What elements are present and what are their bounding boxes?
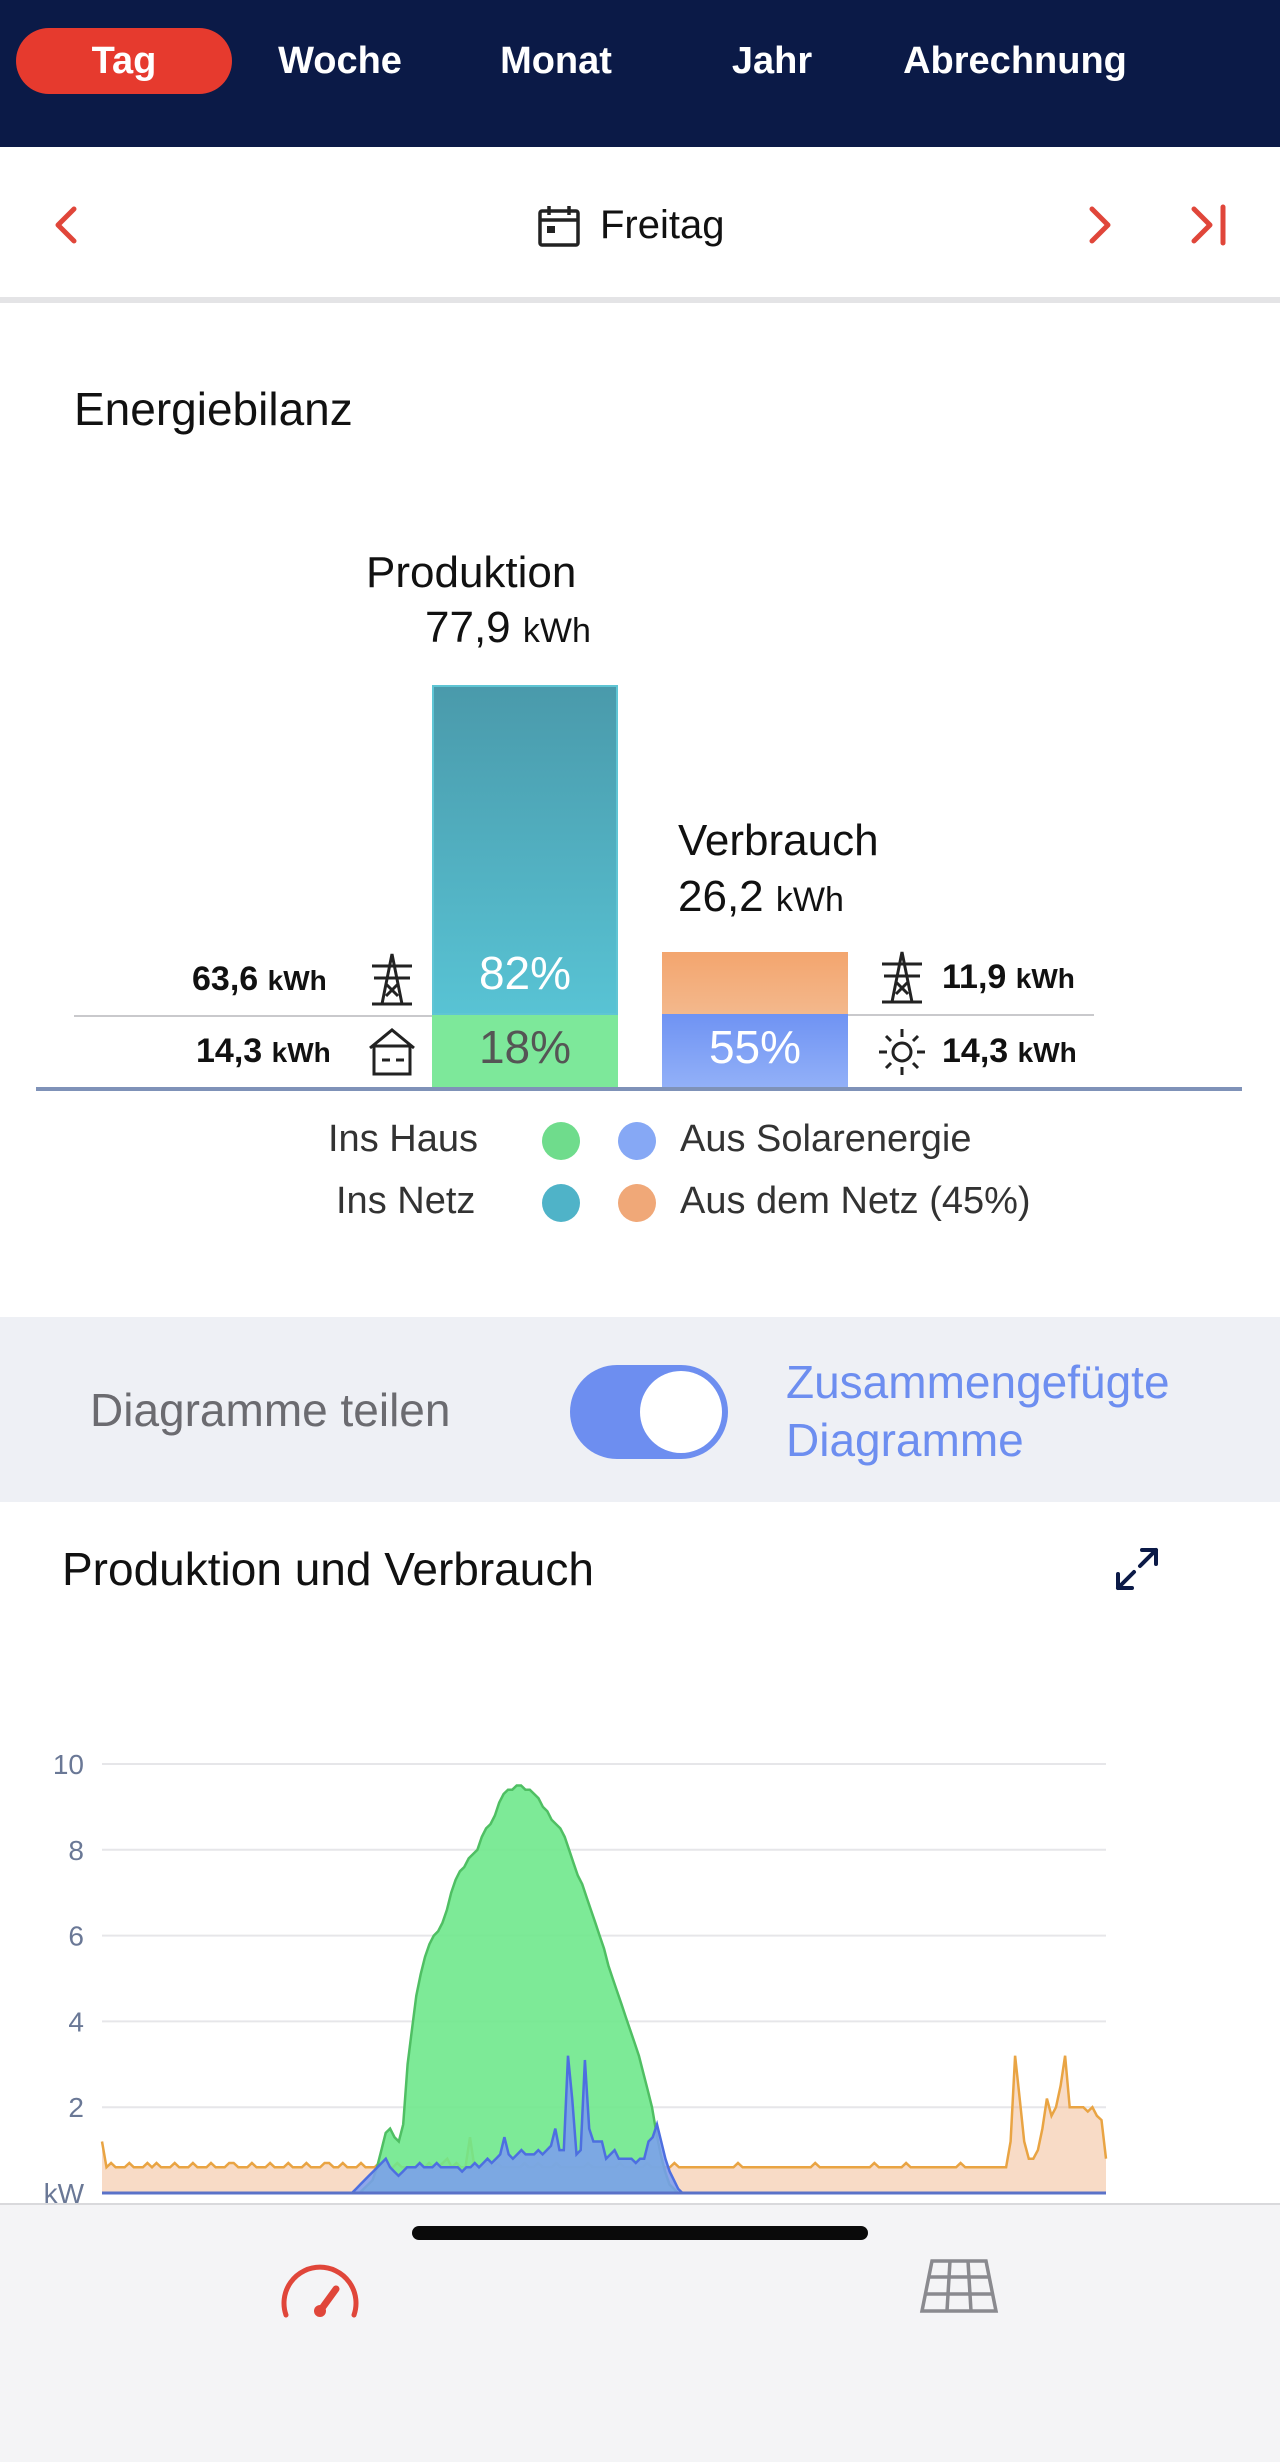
top-tab-bar: Tag Woche Monat Jahr Abrechnung (0, 0, 1280, 147)
toggle-right-label-line1: Zusammengefügte (786, 1353, 1170, 1411)
production-consumption-chart: 10 8 6 4 2 kW (0, 1660, 1280, 2205)
y-tick-label: 4 (68, 2006, 84, 2037)
production-label: Produktion (366, 548, 576, 598)
production-grid-percent: 82% (432, 946, 618, 1000)
y-tick-label: 10 (53, 1749, 84, 1780)
chart-mode-toggle[interactable] (570, 1365, 728, 1459)
chart-mode-toggle-band: Diagramme teilen Zusammengefügte Diagram… (0, 1317, 1280, 1502)
consumption-solar-percent: 55% (662, 1020, 848, 1074)
tab-tag[interactable]: Tag (16, 28, 232, 94)
legend-dot-ins-netz (542, 1184, 580, 1222)
legend-aus-netz: Aus dem Netz (45%) (680, 1180, 1031, 1223)
consumption-grid-value: 11,9 kWh (942, 958, 1075, 997)
legend-dot-ins-haus (542, 1122, 580, 1160)
calendar-icon[interactable] (536, 203, 582, 249)
toggle-left-label[interactable]: Diagramme teilen (90, 1383, 450, 1437)
date-label[interactable]: Freitag (600, 195, 725, 255)
legend-ins-haus: Ins Haus (328, 1118, 478, 1161)
chart-title: Produktion und Verbrauch (62, 1542, 594, 1596)
home-indicator (412, 2226, 868, 2240)
tab-monat[interactable]: Monat (466, 28, 646, 94)
consumption-label: Verbrauch (678, 816, 879, 866)
consumption-total: 26,2 kWh (678, 872, 844, 922)
production-total: 77,9 kWh (425, 603, 591, 653)
y-tick-label: 6 (68, 1921, 84, 1952)
tab-jahr[interactable]: Jahr (682, 28, 862, 94)
series-area-1 (102, 1786, 1106, 2194)
toggle-right-label-line2: Diagramme (786, 1411, 1170, 1469)
tab-woche[interactable]: Woche (250, 28, 430, 94)
production-grid-value: 63,6 kWh (192, 960, 327, 999)
y-tick-label: 2 (68, 2092, 84, 2123)
tab-abrechnung[interactable]: Abrechnung (880, 28, 1150, 94)
sun-icon (876, 1026, 928, 1078)
speedometer-icon[interactable] (278, 2255, 362, 2321)
y-tick-label: 8 (68, 1835, 84, 1866)
power-pylon-icon (366, 950, 418, 1006)
power-pylon-icon (876, 948, 928, 1004)
divider-right (848, 1014, 1094, 1016)
house-icon (366, 1024, 418, 1078)
energy-balance-title: Energiebilanz (74, 382, 353, 436)
expand-icon[interactable] (1112, 1544, 1162, 1594)
divider-left (74, 1015, 432, 1017)
toggle-knob (640, 1371, 722, 1453)
production-house-percent: 18% (432, 1020, 618, 1074)
legend-ins-netz: Ins Netz (336, 1180, 475, 1223)
date-navigation: Freitag (0, 147, 1280, 303)
bottom-tab-bar (0, 2203, 1280, 2462)
consumption-grid-bar (662, 952, 848, 1014)
skip-to-end-icon[interactable] (1180, 195, 1240, 255)
y-axis-unit-label: kW (44, 2178, 85, 2205)
baseline (36, 1087, 1242, 1091)
solar-panel-icon[interactable] (918, 2257, 1000, 2315)
production-house-value: 14,3 kWh (196, 1032, 331, 1071)
legend-dot-aus-solar (618, 1122, 656, 1160)
legend-dot-aus-netz (618, 1184, 656, 1222)
toggle-right-label[interactable]: Zusammengefügte Diagramme (786, 1353, 1170, 1469)
legend-aus-solar: Aus Solarenergie (680, 1118, 972, 1161)
chevron-right-icon[interactable] (1070, 195, 1130, 255)
chevron-left-icon[interactable] (38, 195, 98, 255)
consumption-solar-value: 14,3 kWh (942, 1032, 1077, 1071)
